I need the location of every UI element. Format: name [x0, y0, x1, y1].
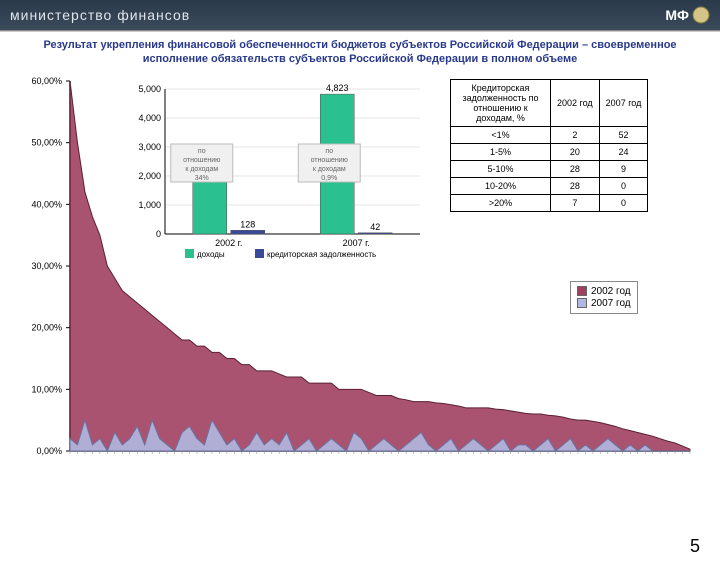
svg-text:отношению: отношению	[183, 157, 220, 164]
svg-text:2,000: 2,000	[138, 171, 161, 181]
inset-bar-chart: 01,0002,0003,0004,0005,0001,8341282002 г…	[125, 79, 435, 274]
svg-text:2002 г.: 2002 г.	[215, 238, 242, 248]
header-bar: министерство финансов МФ	[0, 0, 720, 30]
svg-text:42: 42	[370, 221, 380, 231]
svg-text:10,00%: 10,00%	[31, 384, 62, 394]
svg-text:отношению: отношению	[311, 157, 348, 164]
mf-logo: МФ	[665, 6, 710, 24]
svg-text:1,000: 1,000	[138, 200, 161, 210]
svg-text:4,000: 4,000	[138, 113, 161, 123]
svg-text:кредиторская задолженность: кредиторская задолженность	[267, 250, 376, 259]
content-area: 0,00% 10,00% 20,00% 30,00% 40,00% 50,00% 60,00…	[0, 71, 720, 561]
svg-text:30,00%: 30,00%	[31, 261, 62, 271]
svg-text:60,00%: 60,00%	[31, 76, 62, 86]
svg-text:0: 0	[156, 229, 161, 239]
svg-text:40,00%: 40,00%	[31, 199, 62, 209]
svg-text:4,823: 4,823	[326, 83, 349, 93]
svg-text:50,00%: 50,00%	[31, 137, 62, 147]
svg-text:128: 128	[240, 219, 255, 229]
svg-text:20,00%: 20,00%	[31, 322, 62, 332]
svg-text:2007 г.: 2007 г.	[343, 238, 370, 248]
legend-2002: 2002 год	[591, 286, 631, 297]
page-number: 5	[690, 536, 700, 557]
svg-text:по: по	[325, 148, 333, 155]
svg-text:по: по	[198, 148, 206, 155]
svg-text:к доходам: к доходам	[185, 166, 218, 173]
svg-text:0,9%: 0,9%	[321, 175, 337, 182]
svg-text:0,00%: 0,00%	[36, 446, 62, 456]
emblem-icon	[692, 6, 710, 24]
ministry-title: министерство финансов	[10, 7, 190, 23]
legend-2007: 2007 год	[591, 298, 631, 309]
svg-text:5,000: 5,000	[138, 84, 161, 94]
svg-text:34%: 34%	[195, 175, 209, 182]
page-title: Результат укрепления финансовой обеспече…	[0, 32, 720, 71]
svg-text:3,000: 3,000	[138, 142, 161, 152]
inset-table: Кредиторская задолженность по отношению …	[450, 79, 648, 212]
svg-text:доходы: доходы	[197, 250, 225, 259]
svg-text:к доходам: к доходам	[313, 166, 346, 173]
main-legend: 2002 год 2007 год	[570, 281, 638, 314]
